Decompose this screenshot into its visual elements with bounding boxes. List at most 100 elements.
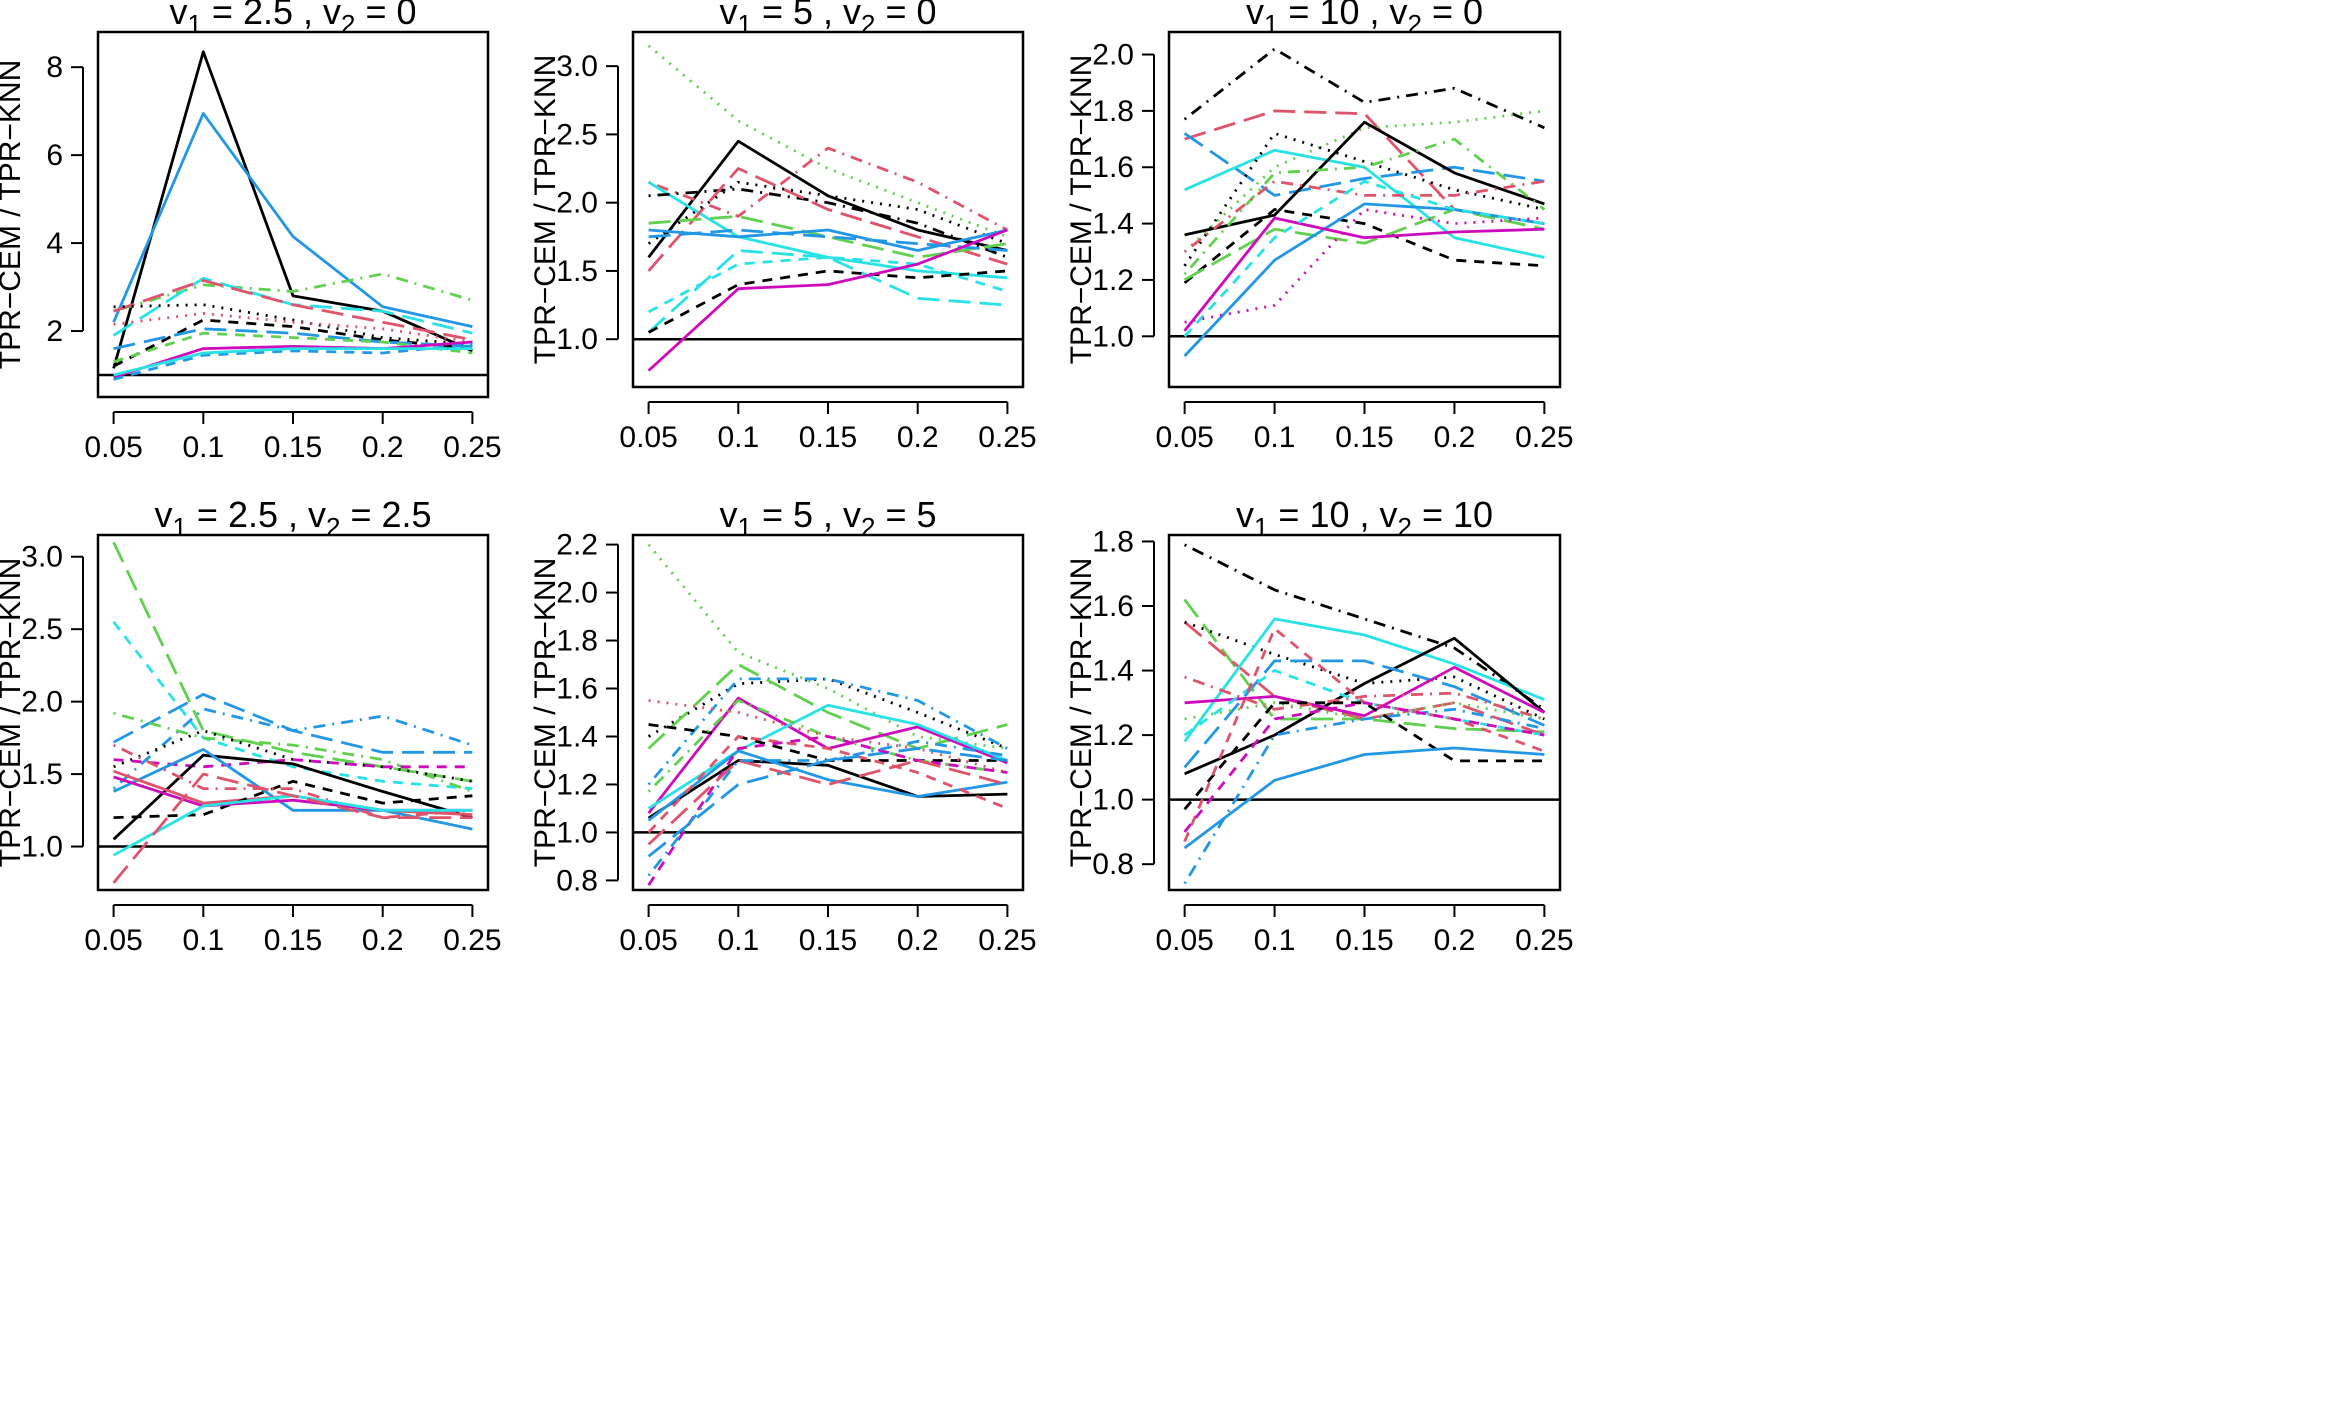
y-tick-label: 1.8 xyxy=(1092,95,1134,128)
plot-frame xyxy=(631,30,1025,389)
series-line xyxy=(647,735,1008,834)
y-tick-label: 2.0 xyxy=(21,686,63,719)
series-line xyxy=(113,311,473,344)
series-line xyxy=(113,347,473,377)
y-tick-label: 2.0 xyxy=(556,187,598,220)
plot-frame xyxy=(96,533,490,892)
series-line xyxy=(1183,131,1545,267)
x-tick-label: 0.15 xyxy=(799,924,857,957)
y-tick-label: 6 xyxy=(46,139,63,172)
y-tick-label: 1.2 xyxy=(1092,264,1134,297)
chart-panel-4: 0.05 0.1 0.15 0.2 0.25 1.0 1.5 2.0 2.5 3.0TPR−CEM… xyxy=(0,494,502,957)
x-tick-label: 0.2 xyxy=(1434,924,1476,957)
x-tick-label: 0.25 xyxy=(1515,421,1573,454)
x-tick-label: 0.05 xyxy=(84,431,142,464)
series-line xyxy=(112,318,473,368)
series-line xyxy=(1183,216,1545,332)
x-tick-label: 0.15 xyxy=(1335,924,1393,957)
plot-frame xyxy=(1167,30,1562,389)
chart-panel-1: 0.05 0.1 0.15 0.2 0.25 2 4 6 8 TPR−CEM / TPR−KNN v… xyxy=(0,0,502,464)
series-line xyxy=(1183,543,1546,711)
series-line xyxy=(113,342,473,381)
series-line xyxy=(112,707,473,790)
x-tick-label: 0.25 xyxy=(443,431,501,464)
chart-panel-2: 0.05 0.1 0.15 0.2 0.25 1.0 1.5 2.0 2.5 3.0TPR−CEM… xyxy=(529,0,1037,454)
series-line xyxy=(647,703,1008,810)
x-tick-label: 0.2 xyxy=(897,421,939,454)
chart-panel-5: 0.05 0.1 0.15 0.2 0.25 0.8 1.0 1.2 1.4 1.6 1.8 2.0 2… xyxy=(529,494,1037,957)
x-tick-label: 0.05 xyxy=(619,421,677,454)
series-line xyxy=(113,711,473,793)
series-line xyxy=(648,187,1008,259)
x-tick-label: 0.25 xyxy=(443,924,501,957)
y-tick-label: 1.0 xyxy=(1092,320,1134,353)
series-line xyxy=(1184,636,1546,776)
x-tick-label: 0.2 xyxy=(1434,421,1476,454)
series-line xyxy=(113,279,473,342)
y-tick-label: 1.2 xyxy=(1092,719,1134,752)
y-tick-label: 1.4 xyxy=(556,720,598,753)
plot-frame xyxy=(1167,533,1562,892)
panel-title: v1 = 2.5 , v2 = 2.5 xyxy=(154,494,431,542)
y-tick-label: 4 xyxy=(46,227,63,260)
series-line xyxy=(1183,179,1545,253)
y-tick-label: 1.0 xyxy=(556,323,598,356)
y-axis-title: TPR−CEM / TPR−KNN xyxy=(0,558,27,868)
y-tick-label: 1.2 xyxy=(556,768,598,801)
plot-frame xyxy=(96,30,490,399)
y-tick-label: 0.8 xyxy=(556,864,598,897)
series-line xyxy=(648,146,1009,232)
series-line xyxy=(648,228,1008,252)
x-tick-label: 0.25 xyxy=(978,421,1036,454)
x-tick-label: 0.05 xyxy=(1155,421,1213,454)
y-tick-label: 2.0 xyxy=(556,577,598,610)
series-line xyxy=(1183,109,1545,253)
y-tick-label: 1.5 xyxy=(21,758,63,791)
series-line xyxy=(1183,617,1545,743)
series-line xyxy=(113,303,473,346)
series-line xyxy=(647,663,1008,750)
series-line xyxy=(112,112,473,328)
y-tick-label: 1.6 xyxy=(1092,590,1134,623)
y-tick-label: 1.6 xyxy=(1092,151,1134,184)
series-line xyxy=(1183,707,1545,885)
series-line xyxy=(1183,47,1545,130)
y-tick-label: 2.5 xyxy=(556,118,598,151)
y-axis-title: TPR−CEM / TPR−KNN xyxy=(1065,558,1098,868)
panel-title: v1 = 5 , v2 = 0 xyxy=(719,0,936,39)
x-tick-label: 0.25 xyxy=(978,924,1036,957)
series-line xyxy=(1183,208,1545,282)
x-tick-label: 0.2 xyxy=(362,431,404,464)
panel-title: v1 = 10 , v2 = 0 xyxy=(1246,0,1483,39)
x-tick-label: 0.05 xyxy=(1155,924,1213,957)
series-line xyxy=(648,228,1008,252)
y-tick-label: 1.5 xyxy=(556,255,598,288)
series-line xyxy=(647,735,1008,886)
y-tick-label: 1.6 xyxy=(556,673,598,706)
y-tick-label: 0.8 xyxy=(1092,848,1134,881)
x-tick-label: 0.1 xyxy=(182,924,224,957)
series-line xyxy=(647,249,1008,334)
series-line xyxy=(1183,179,1545,338)
series-line xyxy=(113,779,473,819)
x-tick-label: 0.1 xyxy=(1254,924,1296,957)
panel-title: v1 = 5 , v2 = 5 xyxy=(719,494,936,542)
y-tick-label: 2.2 xyxy=(556,529,598,562)
series-line xyxy=(1184,120,1545,237)
y-tick-label: 1.0 xyxy=(1092,784,1134,817)
series-line xyxy=(113,729,473,783)
panel-title: v1 = 10 , v2 = 10 xyxy=(1236,494,1493,542)
x-tick-label: 0.2 xyxy=(362,924,404,957)
series-line xyxy=(1184,675,1545,721)
series-line xyxy=(112,772,473,884)
series-line xyxy=(647,180,1008,245)
series-line xyxy=(647,749,1008,822)
x-tick-label: 0.15 xyxy=(264,924,322,957)
series-line xyxy=(112,541,473,783)
y-axis-title: TPR−CEM / TPR−KNN xyxy=(0,60,27,370)
series-line xyxy=(113,272,473,313)
y-tick-label: 8 xyxy=(46,51,63,84)
y-tick-label: 1.8 xyxy=(556,625,598,658)
